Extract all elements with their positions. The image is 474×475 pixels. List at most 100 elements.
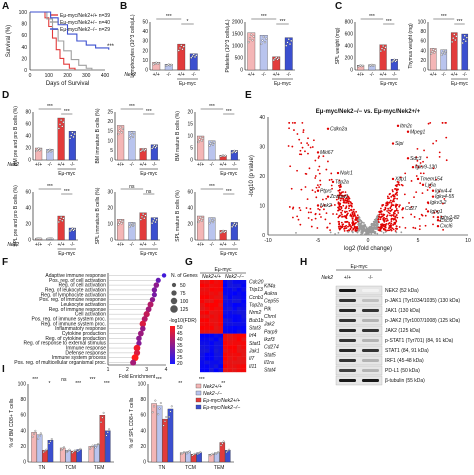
x-tick-label: -5 — [316, 238, 321, 244]
data-point — [188, 450, 191, 453]
volcano-point — [355, 229, 358, 232]
x-tick-label: -/- — [48, 162, 53, 168]
heatmap-cell — [213, 360, 219, 365]
volcano-labeled-point — [436, 224, 440, 228]
heatmap-cell — [218, 287, 224, 292]
volcano-point — [357, 224, 360, 226]
size-legend-dot — [171, 290, 177, 296]
data-point — [443, 52, 446, 55]
go-dot — [143, 311, 150, 318]
heatmap-cell — [223, 360, 228, 365]
data-point — [42, 451, 45, 454]
data-point — [168, 415, 171, 418]
data-point — [38, 435, 41, 438]
heatmap-cell — [209, 306, 214, 311]
heatmap-cell — [218, 337, 224, 342]
gene-label: Ly6a — [425, 182, 436, 188]
data-point — [234, 224, 237, 227]
heatmap-cell — [227, 322, 233, 327]
volcano-point — [377, 218, 380, 221]
volcano-point — [442, 202, 444, 205]
volcano-point — [435, 178, 438, 181]
go-term-label: Reg. of lymphocyte activation — [41, 292, 107, 298]
x-tick-label: +/+ — [35, 162, 42, 168]
volcano-point — [320, 216, 322, 218]
heatmap-cell — [200, 345, 205, 350]
heatmap-cell — [232, 368, 237, 373]
significance-label: *** — [90, 377, 96, 383]
volcano-point — [388, 201, 391, 204]
volcano-point — [291, 122, 294, 124]
volcano-point — [337, 201, 340, 204]
heatmap-cell — [204, 352, 210, 357]
data-point — [152, 219, 155, 223]
volcano-point — [396, 197, 399, 200]
x-tick-label: 2 — [126, 367, 129, 373]
volcano-point — [330, 172, 333, 175]
heatmap-cell — [213, 310, 219, 315]
heatmap-cell — [236, 356, 242, 361]
y-axis-label: Platelets (10^3 cells/μL) — [225, 19, 231, 72]
data-point — [286, 41, 289, 44]
gene-label: Il7 — [249, 356, 255, 362]
gene-label: Stat3 — [249, 325, 261, 331]
go-dot — [136, 335, 142, 342]
volcano-point — [389, 207, 392, 210]
volcano-point — [335, 213, 338, 216]
y-tick-label: 60 — [25, 190, 31, 196]
heatmap-cell — [213, 299, 219, 304]
go-dot — [151, 292, 157, 298]
heatmap-cell — [213, 295, 219, 300]
volcano-point — [289, 165, 292, 168]
heatmap-cell — [232, 314, 237, 319]
volcano-point — [345, 201, 347, 204]
volcano-point — [346, 199, 348, 202]
volcano-point — [360, 228, 362, 231]
gene-label: Il11 — [249, 364, 257, 370]
y-tick-label: 40 — [259, 115, 265, 121]
heatmap-cell — [213, 318, 219, 323]
heatmap-cell — [223, 295, 228, 300]
volcano-point — [355, 210, 357, 213]
volcano-point — [401, 184, 404, 187]
data-point — [213, 218, 216, 221]
x-tick-label: -/- — [286, 72, 291, 78]
size-legend-dot — [170, 297, 178, 305]
volcano-point — [426, 156, 428, 159]
volcano-point — [349, 227, 352, 230]
heatmap-cell — [223, 337, 228, 342]
volcano-point — [287, 145, 290, 147]
data-point — [201, 217, 204, 220]
volcano-point — [306, 142, 309, 145]
volcano-labeled-point — [431, 189, 435, 192]
volcano-labeled-point — [326, 127, 330, 130]
heatmap-cell — [223, 303, 228, 308]
volcano-point — [349, 225, 352, 228]
data-point — [208, 144, 211, 147]
heatmap-cell — [218, 283, 224, 288]
heatmap-cell — [204, 318, 210, 323]
volcano-point — [376, 219, 379, 222]
bar — [57, 117, 65, 161]
volcano-point — [340, 192, 343, 195]
blot-band — [362, 359, 379, 362]
heatmap-cell — [241, 310, 247, 315]
heatmap-cell — [200, 329, 205, 334]
blot-band — [362, 369, 379, 372]
heatmap-cell — [200, 295, 205, 300]
blot-band — [362, 379, 379, 382]
size-legend-label: 125 — [180, 307, 189, 313]
volcano-point — [300, 153, 303, 156]
heatmap-cell — [223, 283, 228, 288]
heatmap-cell — [213, 349, 219, 354]
data-point — [142, 213, 145, 216]
bar — [177, 43, 186, 71]
heatmap-cell — [204, 356, 210, 361]
heatmap-cell — [200, 349, 205, 354]
volcano-point — [398, 226, 401, 228]
volcano-point — [396, 183, 399, 186]
heatmap-cell — [218, 360, 224, 365]
x-tick-label: 0 — [367, 238, 370, 244]
volcano-point — [354, 228, 357, 231]
volcano-point — [291, 216, 294, 219]
